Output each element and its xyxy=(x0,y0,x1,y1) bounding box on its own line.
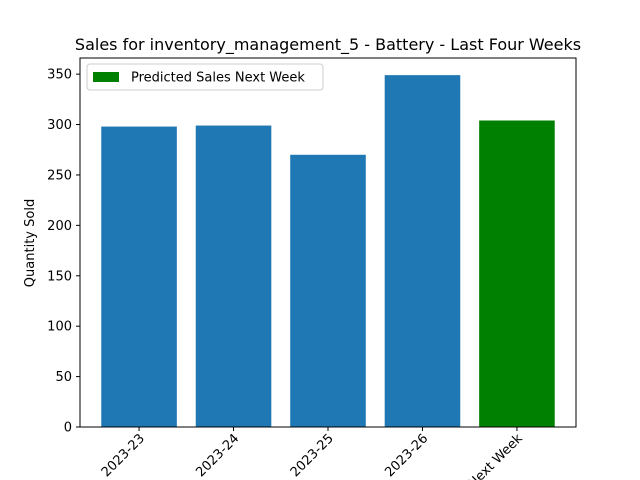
x-tick-label-5: Next Week xyxy=(466,431,526,480)
x-tick-label-1: 2023-23 xyxy=(99,431,148,480)
y-tick-label-250: 250 xyxy=(47,168,72,183)
x-tick-label-2: 2023-24 xyxy=(193,431,242,480)
y-tick-label-50: 50 xyxy=(55,370,72,385)
y-tick-label-350: 350 xyxy=(47,68,72,83)
x-tick-label-3: 2023-25 xyxy=(288,431,337,480)
y-tick-label-150: 150 xyxy=(47,269,72,284)
y-tick-label-300: 300 xyxy=(47,118,72,133)
y-tick-label-200: 200 xyxy=(47,219,72,234)
y-tick-label-0: 0 xyxy=(64,421,72,436)
y-tick-label-100: 100 xyxy=(47,320,72,335)
x-tick-label-4: 2023-26 xyxy=(382,431,431,480)
bar-2 xyxy=(195,125,272,428)
plot-area: 0 50 100 150 200 250 300 350 2023-23 2023-24 2023-… xyxy=(47,57,577,480)
legend-swatch xyxy=(93,72,119,82)
chart-title: Sales for inventory_management_5 - Batte… xyxy=(75,35,581,55)
legend-box xyxy=(86,63,324,91)
legend-label: Predicted Sales Next Week xyxy=(131,71,305,86)
bar-4 xyxy=(384,75,461,427)
bar-1 xyxy=(101,126,177,427)
bar-5 xyxy=(479,120,555,427)
bar-3 xyxy=(290,154,366,428)
y-axis-label: Quantity Sold xyxy=(23,199,38,287)
